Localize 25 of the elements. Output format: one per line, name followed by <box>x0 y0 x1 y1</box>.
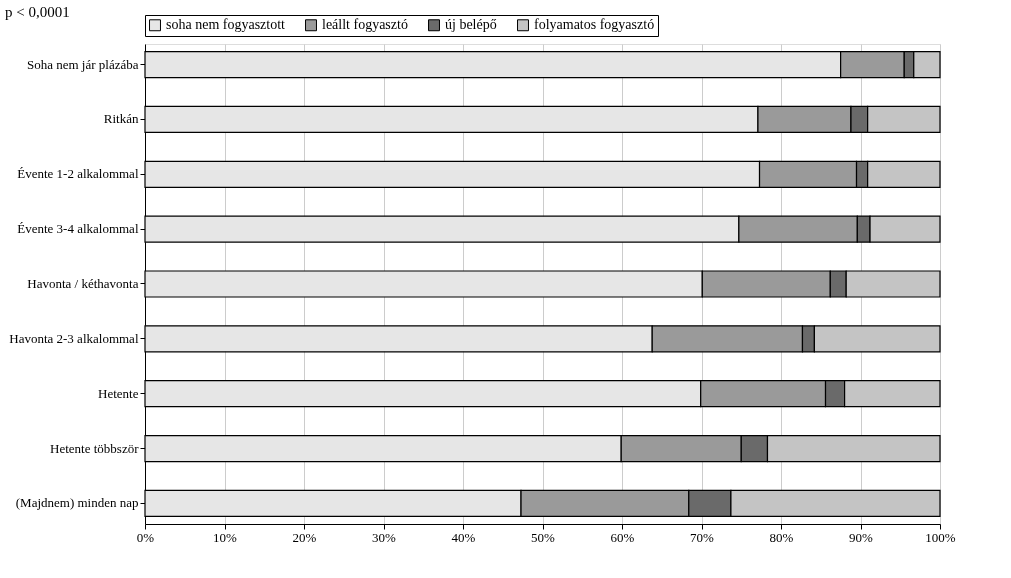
y-tick-label: (Majdnem) minden nap <box>15 495 139 511</box>
x-tick-label: 80% <box>769 529 794 545</box>
x-tick-label: 30% <box>372 529 397 545</box>
x-tick-label: 40% <box>451 529 476 545</box>
x-tick-label: 0% <box>136 529 155 545</box>
x-tick-label: 70% <box>690 529 715 545</box>
legend-label: leállt fogyasztó <box>322 17 408 33</box>
x-tick-label: 60% <box>610 529 635 545</box>
legend-label: folyamatos fogyasztó <box>534 17 655 33</box>
x-tick-label: 100% <box>925 529 956 545</box>
legend-label: új belépő <box>445 17 497 33</box>
y-tick-label: Évente 1-2 alkalommal <box>17 166 139 182</box>
y-tick-label: Hetente <box>98 385 139 401</box>
x-tick-label: 20% <box>292 529 317 545</box>
y-tick-label: Havonta / kéthavonta <box>27 276 139 291</box>
y-tick-label: Évente 3-4 alkalommal <box>17 221 139 237</box>
y-tick-label: Soha nem jár plázába <box>26 56 139 72</box>
legend-label: soha nem fogyasztott <box>166 17 286 33</box>
y-tick-label: Hetente többször <box>50 440 140 456</box>
x-tick-label: 50% <box>531 529 556 545</box>
y-tick-label: Havonta 2-3 alkalommal <box>9 330 139 346</box>
x-tick-label: 90% <box>849 529 874 545</box>
y-tick-label: Ritkán <box>103 111 139 127</box>
x-tick-label: 10% <box>213 529 238 545</box>
text: p < 0,0001 <box>5 4 70 20</box>
